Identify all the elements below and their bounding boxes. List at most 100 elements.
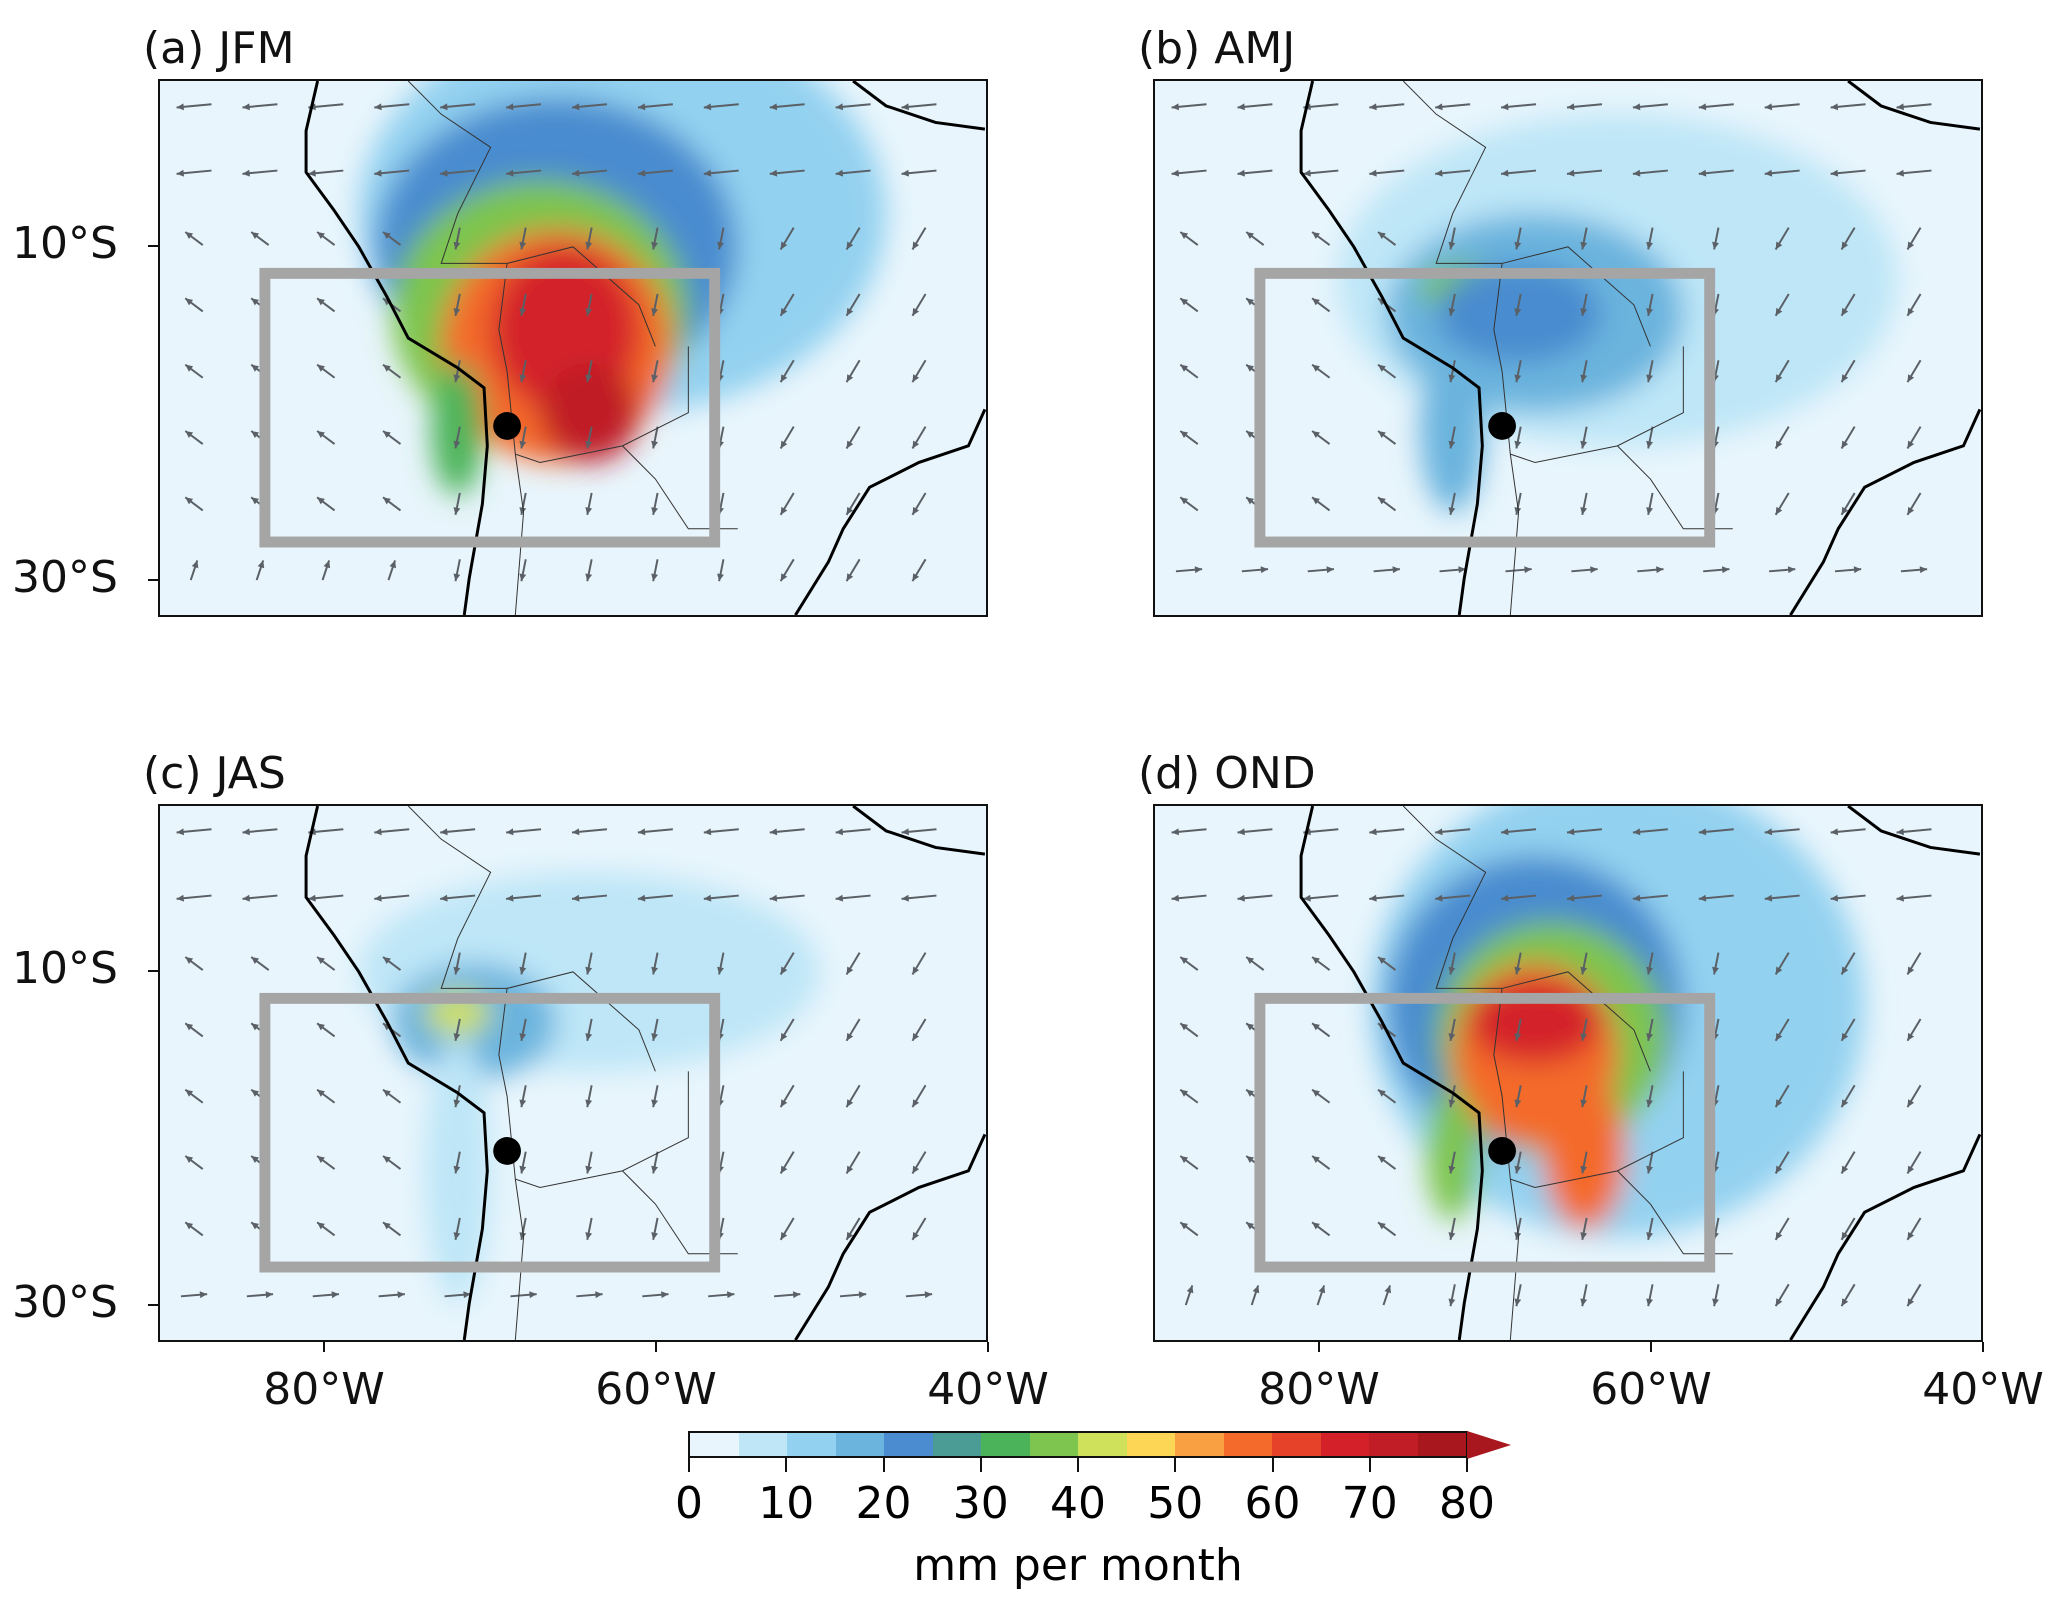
country-border (514, 1179, 525, 1340)
wind-vector (1834, 566, 1862, 574)
colorbar-tick-label: 10 (758, 1478, 815, 1529)
wind-vector (308, 169, 344, 177)
precip-contour (1419, 346, 1486, 513)
wind-vector (1514, 426, 1522, 449)
wind-vector (1514, 1151, 1522, 1174)
wind-vector (1774, 1018, 1790, 1042)
colorbar-swatch (1175, 1433, 1224, 1456)
wind-vector (1774, 952, 1790, 975)
wind-vector (845, 426, 861, 449)
wind-vector (585, 293, 593, 316)
wind-vector (1501, 828, 1537, 836)
wind-vector (1646, 1217, 1654, 1241)
wind-vector (1900, 566, 1928, 574)
wind-vector (1580, 1217, 1588, 1241)
wind-vector (901, 894, 937, 902)
colorbar-swatch (1029, 1433, 1078, 1456)
wind-vector (316, 956, 336, 971)
wind-vector (835, 169, 871, 177)
wind-vector (1906, 492, 1922, 516)
wind-vector (1435, 103, 1471, 111)
wind-vector (1179, 231, 1199, 246)
study-region-box (1254, 992, 1716, 1273)
x-tick-label: 80°W (1258, 1364, 1380, 1415)
wind-vector (1906, 952, 1922, 975)
wind-vector (1377, 956, 1397, 971)
precip-contour (1543, 1079, 1626, 1229)
wind-vector (1179, 363, 1199, 379)
x-tick-label: 40°W (927, 1364, 1049, 1415)
wind-vector (1571, 566, 1598, 574)
wind-vector (1514, 1085, 1522, 1108)
country-border (622, 1170, 738, 1255)
colorbar-swatch (1126, 1433, 1175, 1456)
wind-vector (1179, 1155, 1199, 1170)
wind-vector (911, 426, 927, 449)
wind-vector (519, 293, 527, 316)
colorbar-swatch (1417, 1433, 1466, 1456)
x-tick-label: 80°W (263, 1364, 385, 1415)
study-region-box (1254, 267, 1716, 548)
x-tick-label: 40°W (1922, 1364, 2044, 1415)
wind-vector (382, 1088, 402, 1104)
wind-vector (184, 430, 204, 445)
colorbar-swatch (690, 1433, 739, 1456)
y-tick-label: 30°S (12, 552, 118, 604)
wind-vector (1514, 360, 1522, 383)
wind-vector (1448, 1217, 1456, 1241)
wind-vector (374, 894, 410, 902)
wind-vector (717, 952, 725, 975)
wind-vector (779, 227, 795, 250)
wind-vector (1311, 363, 1331, 379)
wind-vector (1448, 1085, 1456, 1108)
location-marker (493, 1137, 521, 1165)
wind-vector (585, 227, 593, 250)
wind-vector (184, 956, 204, 971)
wind-vector (1514, 492, 1522, 516)
wind-vector (1435, 894, 1471, 902)
wind-vector (453, 1085, 461, 1108)
wind-vector (1580, 360, 1588, 383)
wind-vector (1311, 956, 1331, 971)
wind-vector (1448, 426, 1456, 449)
colorbar-tick-label: 80 (1439, 1478, 1495, 1529)
wind-vector (382, 1221, 402, 1237)
wind-vector (1179, 1221, 1199, 1237)
colorbar-swatch (884, 1433, 933, 1456)
wind-vector (911, 359, 927, 383)
wind-vector (1906, 293, 1922, 317)
wind-vector (1448, 492, 1456, 516)
coastline (1789, 1133, 1981, 1340)
wind-vector (1369, 828, 1405, 836)
wind-vector (703, 103, 739, 111)
colorbar-swatch (787, 1433, 836, 1456)
wind-vector (1774, 1283, 1790, 1307)
wind-vector (519, 227, 527, 250)
wind-vector (453, 227, 461, 250)
wind-vector (779, 558, 795, 582)
wind-vector (519, 1018, 527, 1041)
coastline (794, 1133, 986, 1340)
wind-vector (440, 828, 476, 836)
precip-contour (1436, 263, 1601, 363)
wind-vector (1311, 231, 1331, 246)
wind-vector (1377, 430, 1397, 445)
wind-vector (1311, 430, 1331, 445)
colorbar-label: mm per month (913, 1540, 1243, 1591)
wind-vector (1646, 426, 1654, 449)
wind-vector (651, 559, 659, 582)
wind-vector (576, 1291, 603, 1299)
wind-vector (1373, 566, 1400, 574)
wind-vector (1698, 169, 1734, 177)
wind-vector (1448, 293, 1456, 316)
wind-vector (1906, 1018, 1922, 1042)
wind-vector (1448, 1151, 1456, 1174)
wind-vector (651, 360, 659, 383)
wind-vector (1435, 169, 1471, 177)
wind-vector (1514, 227, 1522, 250)
wind-vector (1830, 828, 1866, 836)
wind-vector (1311, 1022, 1331, 1038)
wind-vector (1369, 894, 1405, 902)
wind-vector (585, 952, 593, 975)
wind-vector (242, 894, 278, 902)
